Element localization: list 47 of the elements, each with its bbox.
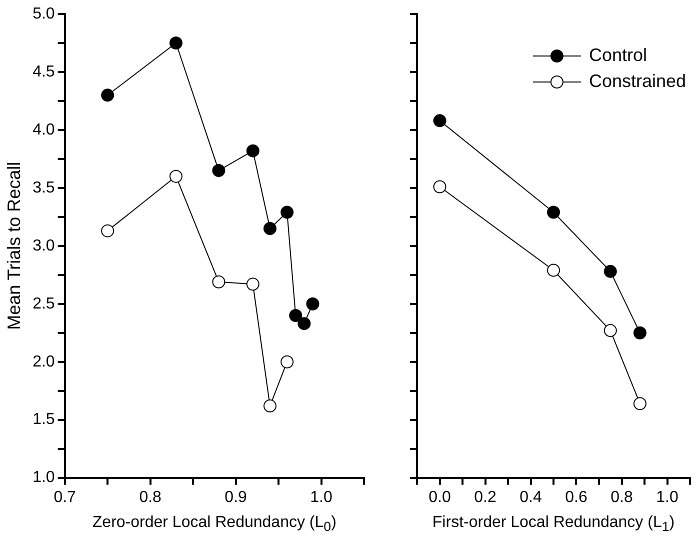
point: [263, 222, 276, 236]
point: [101, 224, 114, 238]
point: [547, 206, 560, 219]
y-tick-label: 4.5: [32, 63, 55, 80]
point: [169, 170, 182, 183]
legend-label: Control: [588, 44, 647, 65]
point: [298, 317, 311, 330]
y-tick-label: 3.5: [32, 179, 55, 196]
point: [101, 88, 114, 102]
point: [263, 399, 276, 412]
legend-label: Constrained: [588, 70, 686, 91]
point: [246, 278, 260, 291]
point: [306, 297, 320, 310]
x-axis-title: First-order Local Redundancy (L$_{1}$): [431, 514, 676, 534]
point: [169, 36, 182, 50]
y-axis-title: Mean Trials to Recall: [4, 162, 24, 330]
y-tick-label: 2.0: [32, 353, 55, 370]
point: [604, 324, 617, 338]
point: [547, 264, 560, 277]
x-tick-label: 0.8: [139, 488, 162, 506]
x-tick-label: 1.0: [656, 488, 678, 506]
point: [246, 144, 260, 158]
y-tick-label: 2.5: [32, 295, 55, 312]
point: [289, 308, 302, 322]
point: [280, 355, 294, 368]
y-tick-label: 4.0: [32, 121, 55, 138]
x-tick-label: 0.4: [520, 488, 542, 506]
x-tick-label: 0.8: [610, 488, 633, 506]
point: [633, 397, 646, 410]
point: [433, 114, 446, 128]
x-tick-label: 1.0: [310, 488, 332, 506]
y-tick-label: 3.0: [32, 237, 55, 254]
x-tick-label: 0.9: [224, 488, 248, 506]
x-axis-title: Zero-order Local Redundancy (L$_{0}$): [91, 514, 338, 534]
x-tick-label: 0.6: [565, 488, 588, 506]
y-tick-label: 5.0: [32, 5, 55, 22]
point: [604, 264, 617, 278]
x-tick-label: 0.0: [428, 488, 451, 506]
point: [633, 326, 646, 340]
point: [433, 180, 446, 194]
point: [280, 206, 294, 219]
x-tick-label: 0.2: [474, 488, 496, 506]
point: [212, 164, 226, 178]
y-tick-label: 1.5: [32, 411, 55, 428]
y-tick-label: 1.0: [32, 469, 55, 486]
point: [212, 275, 226, 288]
x-tick-label: 0.7: [54, 488, 76, 506]
